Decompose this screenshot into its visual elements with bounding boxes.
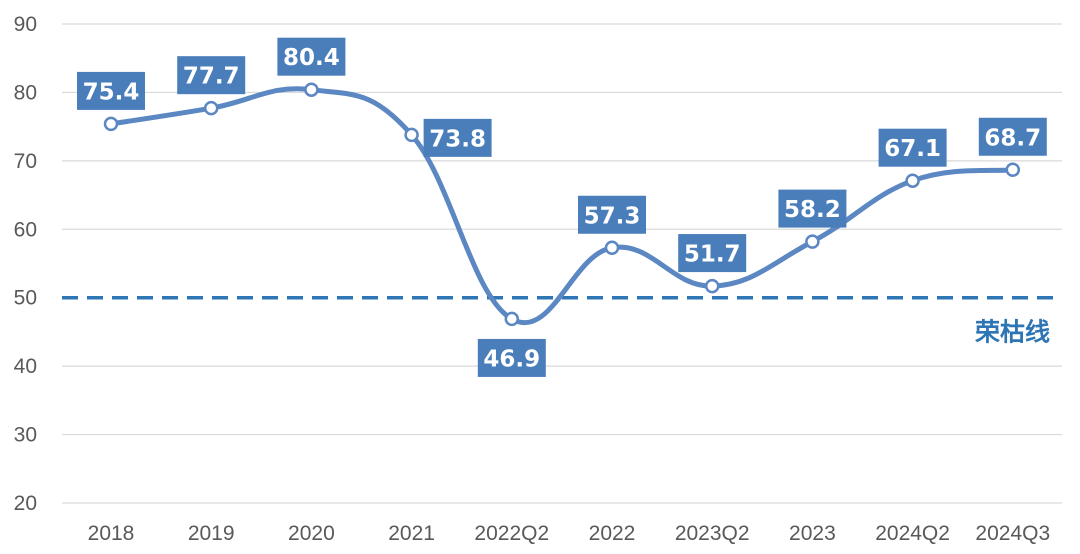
series-line xyxy=(108,86,1016,325)
x-tick-label: 2023Q2 xyxy=(675,522,750,545)
data-label: 73.8 xyxy=(423,118,492,157)
x-tick-label: 2022 xyxy=(589,522,636,545)
x-tick-label: 2024Q2 xyxy=(875,522,950,545)
grid xyxy=(62,23,1062,504)
data-points xyxy=(103,82,1021,327)
data-point-2023 xyxy=(805,234,820,249)
data-point-2020 xyxy=(304,82,319,97)
data-point-2021 xyxy=(404,127,419,143)
y-tick-label: 40 xyxy=(14,355,37,378)
data-label-text: 51.7 xyxy=(684,242,741,268)
y-tick-label: 50 xyxy=(14,287,37,310)
y-tick-label: 90 xyxy=(14,13,37,36)
data-point-2023Q2 xyxy=(704,278,720,294)
data-label-text: 80.4 xyxy=(283,45,340,71)
data-label: 77.7 xyxy=(177,56,246,95)
data-label-text: 77.7 xyxy=(183,64,240,90)
data-label-box xyxy=(423,118,492,157)
data-label-box xyxy=(978,117,1047,156)
data-label-text: 46.9 xyxy=(483,346,540,372)
data-labels: 75.4 77.7 80.4 73.8 46.9 57.3 51.7 58.2 67.1 68.7 xyxy=(77,37,1047,377)
data-point-2022Q2 xyxy=(504,311,520,327)
series-line-group xyxy=(108,86,1016,325)
data-label-text: 57.3 xyxy=(584,203,641,229)
data-label-box xyxy=(477,338,546,377)
data-point-2018 xyxy=(103,116,119,132)
data-label: 67.1 xyxy=(878,128,947,167)
data-label: 51.7 xyxy=(678,234,747,273)
x-axis: 2018 2019 2020 2021 2022Q2 2022 2023Q2 2023 2024… xyxy=(88,522,1051,545)
data-label: 58.2 xyxy=(778,189,847,228)
data-label: 75.4 xyxy=(77,71,145,110)
y-tick-label: 80 xyxy=(14,81,37,104)
data-label-text: 75.4 xyxy=(83,79,140,105)
x-tick-label: 2022Q2 xyxy=(474,522,549,545)
x-tick-label: 2019 xyxy=(188,522,235,545)
data-point-2024Q3 xyxy=(1005,162,1021,178)
data-label-box xyxy=(177,56,246,95)
data-point-2019 xyxy=(203,100,219,116)
data-label-box xyxy=(878,128,947,167)
data-point-2024Q2 xyxy=(905,173,920,188)
y-tick-label: 20 xyxy=(14,492,37,515)
data-label-text: 67.1 xyxy=(884,136,941,162)
reference-line-label: 荣枯线 xyxy=(975,318,1050,347)
y-tick-label: 30 xyxy=(14,424,37,447)
data-label: 46.9 xyxy=(477,338,546,377)
data-label: 80.4 xyxy=(277,37,346,76)
data-point-2022 xyxy=(604,240,620,256)
x-tick-label: 2018 xyxy=(88,522,135,545)
x-tick-label: 2024Q3 xyxy=(975,522,1050,545)
data-label: 68.7 xyxy=(978,117,1047,156)
data-label-text: 68.7 xyxy=(984,125,1041,151)
y-tick-label: 60 xyxy=(14,218,37,241)
x-tick-label: 2021 xyxy=(388,522,435,545)
x-tick-label: 2023 xyxy=(789,522,836,545)
data-label-box xyxy=(578,195,646,234)
data-label-box xyxy=(678,234,747,273)
data-label-box xyxy=(77,71,145,110)
y-tick-label: 70 xyxy=(14,150,37,173)
y-axis: 20 30 40 50 60 70 80 90 xyxy=(14,13,37,515)
data-label-box xyxy=(277,37,346,76)
data-label: 57.3 xyxy=(578,195,646,234)
reference-line-group: 荣枯线 xyxy=(62,295,1062,347)
x-tick-label: 2020 xyxy=(288,522,335,545)
data-label-text: 58.2 xyxy=(784,197,841,223)
data-label-text: 73.8 xyxy=(429,126,486,152)
data-label-box xyxy=(778,189,847,228)
